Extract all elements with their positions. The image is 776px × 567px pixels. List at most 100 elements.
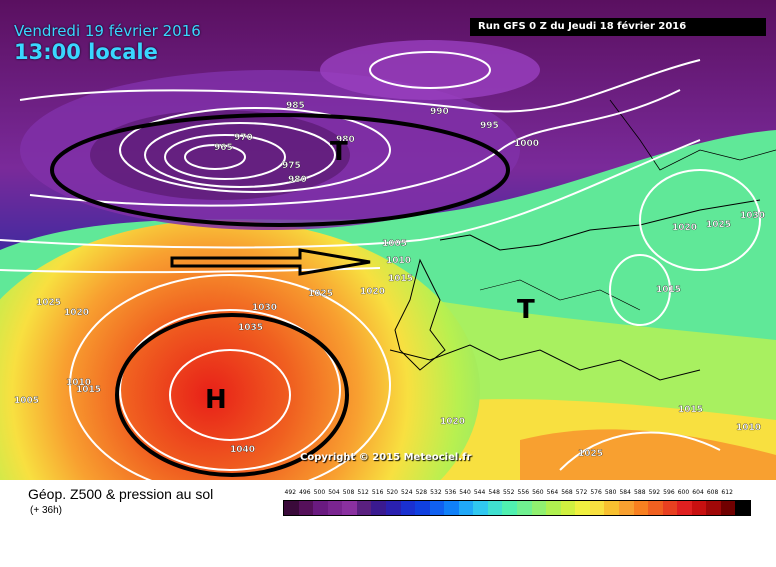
- color-scale-label: 496: [299, 489, 311, 496]
- color-scale-label: 564: [546, 489, 559, 496]
- isobar-lines: [0, 51, 761, 480]
- low-pressure-circle: [50, 113, 510, 227]
- legend-title: Géop. Z500 & pression au sol: [28, 486, 214, 502]
- map-canvas: 9859709659759809809909951000100510101015…: [0, 0, 776, 480]
- wind-arrow-east: [170, 248, 371, 276]
- isobar-label: 1020: [672, 223, 697, 233]
- color-scale-swatch: [444, 501, 459, 515]
- color-scale-label: 592: [648, 489, 661, 496]
- zone-low-north: [320, 40, 540, 100]
- color-scale-label: 604: [692, 489, 704, 496]
- isobar-label: 980: [336, 135, 355, 145]
- color-scale-label: 580: [604, 489, 617, 496]
- isobar-label: 1020: [440, 417, 465, 427]
- coastline-iberia-france: [394, 258, 446, 371]
- forecast-time: 13:00 locale: [14, 40, 158, 64]
- high-pressure-circle: [115, 313, 349, 477]
- isobar-label: 965: [214, 143, 233, 153]
- color-scale-label: 524: [401, 489, 413, 496]
- color-scale-swatch: [648, 501, 663, 515]
- color-scale-swatch: [517, 501, 532, 515]
- zone-orange-south: [520, 429, 776, 480]
- isobar-label: 1035: [238, 323, 263, 333]
- isobar-label: 1025: [578, 449, 603, 459]
- color-scale-label: 596: [663, 489, 675, 496]
- color-scale-swatch: [473, 501, 488, 515]
- isobar-label: 1030: [252, 303, 277, 313]
- color-scale-label: 572: [575, 489, 588, 496]
- color-scale-swatch: [662, 501, 678, 515]
- isobar-label: 970: [234, 133, 253, 143]
- color-scale-label: 492: [284, 489, 297, 496]
- color-scale-swatch: [415, 501, 430, 515]
- color-scale-label: 552: [502, 489, 515, 496]
- low-label-europe: T: [517, 295, 535, 325]
- color-scale-swatch: [342, 501, 357, 515]
- color-scale-swatch: [735, 501, 750, 515]
- isobar-label: 1025: [706, 220, 731, 230]
- isobar-label: 1020: [360, 287, 385, 297]
- color-scale-bar: [283, 500, 751, 516]
- color-scale-swatch: [327, 501, 343, 515]
- isobar-label: 995: [480, 121, 499, 131]
- color-scale-swatch: [487, 501, 503, 515]
- color-scale-swatch: [677, 501, 692, 515]
- color-scale-swatch: [575, 501, 590, 515]
- coastline-med: [389, 344, 701, 381]
- isobar-label: 1005: [14, 396, 39, 406]
- isobar-label: 990: [430, 107, 449, 117]
- isobar-label: 975: [282, 161, 301, 171]
- color-scale-labels: 492 496 500 504 508 512 516 520 524 528 532 536 540 5…: [283, 489, 749, 499]
- color-scale-swatch: [385, 501, 401, 515]
- color-scale-label: 536: [444, 489, 457, 496]
- color-scale-label: 540: [459, 489, 471, 496]
- color-scale-label: 504: [328, 489, 340, 496]
- color-scale-swatch: [356, 501, 372, 515]
- color-scale-swatch: [313, 501, 328, 515]
- color-scale-swatch: [618, 501, 634, 515]
- color-scale-label: 544: [473, 489, 486, 496]
- color-scale-swatch: [531, 501, 547, 515]
- color-scale-swatch: [604, 501, 619, 515]
- color-scale-label: 608: [706, 489, 719, 496]
- legend-footer: [0, 480, 776, 567]
- isobar-label: 1005: [382, 239, 407, 249]
- forecast-date: Vendredi 19 février 2016: [14, 22, 201, 40]
- color-scale-swatch: [458, 501, 474, 515]
- isobar-label: 1015: [388, 274, 413, 284]
- isobar-label: 1015: [678, 405, 703, 415]
- color-scale-label: 532: [430, 489, 442, 496]
- color-scale-label: 568: [561, 489, 573, 496]
- isobar-label: 1010: [736, 423, 761, 433]
- isobar-label: 1040: [230, 445, 255, 455]
- legend-subtitle: (+ 36h): [30, 505, 62, 516]
- color-scale-swatch: [691, 501, 707, 515]
- isobar-label: 1020: [64, 308, 89, 318]
- isobar-label: 1010: [66, 378, 91, 388]
- coastline-north: [439, 199, 761, 251]
- color-scale-label: 548: [488, 489, 500, 496]
- color-scale-swatch: [633, 501, 649, 515]
- isobar-label: 1025: [308, 289, 333, 299]
- color-scale-label: 508: [342, 489, 355, 496]
- coastline-scandinavia: [609, 99, 776, 171]
- borders: [479, 279, 641, 311]
- color-scale-swatch: [502, 501, 517, 515]
- isobar-label: 1025: [36, 298, 61, 308]
- color-scale-label: 520: [386, 489, 398, 496]
- color-scale-label: 600: [677, 489, 690, 496]
- color-scale-label: 512: [357, 489, 369, 496]
- color-scale-label: 528: [415, 489, 428, 496]
- isobar-label: 1015: [656, 285, 681, 295]
- color-scale-swatch: [546, 501, 561, 515]
- color-scale-label: 584: [619, 489, 631, 496]
- isobar-label: 1000: [514, 139, 539, 149]
- color-scale-label: 500: [313, 489, 326, 496]
- high-label: H: [205, 385, 227, 415]
- color-scale-swatch: [560, 501, 576, 515]
- color-scale-swatch: [298, 501, 314, 515]
- color-scale-swatch: [429, 501, 445, 515]
- color-scale-swatch: [720, 501, 736, 515]
- color-scale-label: 576: [590, 489, 602, 496]
- color-scale-label: 556: [517, 489, 530, 496]
